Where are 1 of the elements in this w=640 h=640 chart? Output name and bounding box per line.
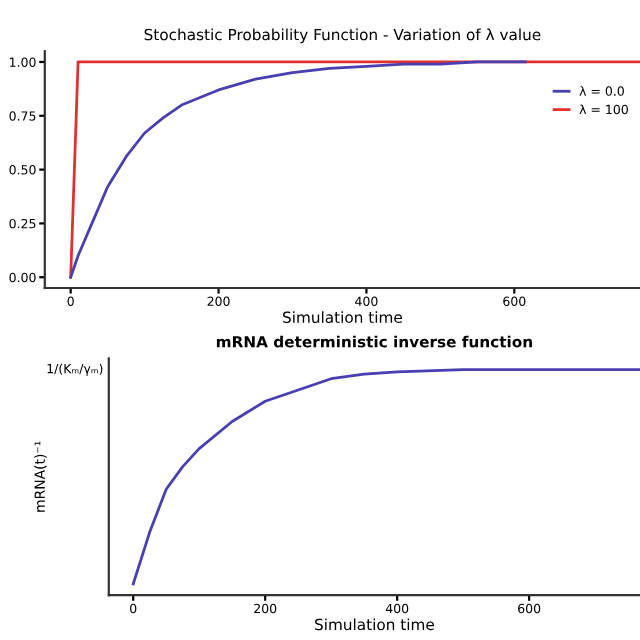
line-series	[69, 60, 527, 279]
